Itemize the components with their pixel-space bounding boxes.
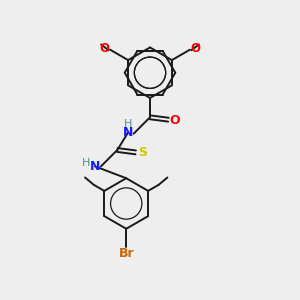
Text: H: H — [124, 119, 133, 129]
Text: H: H — [82, 158, 90, 168]
Text: O: O — [190, 42, 200, 55]
Text: S: S — [138, 146, 147, 160]
Text: Br: Br — [118, 247, 134, 260]
Text: N: N — [123, 126, 134, 139]
Text: O: O — [100, 42, 110, 55]
Text: O: O — [169, 114, 180, 127]
Text: N: N — [90, 160, 100, 173]
